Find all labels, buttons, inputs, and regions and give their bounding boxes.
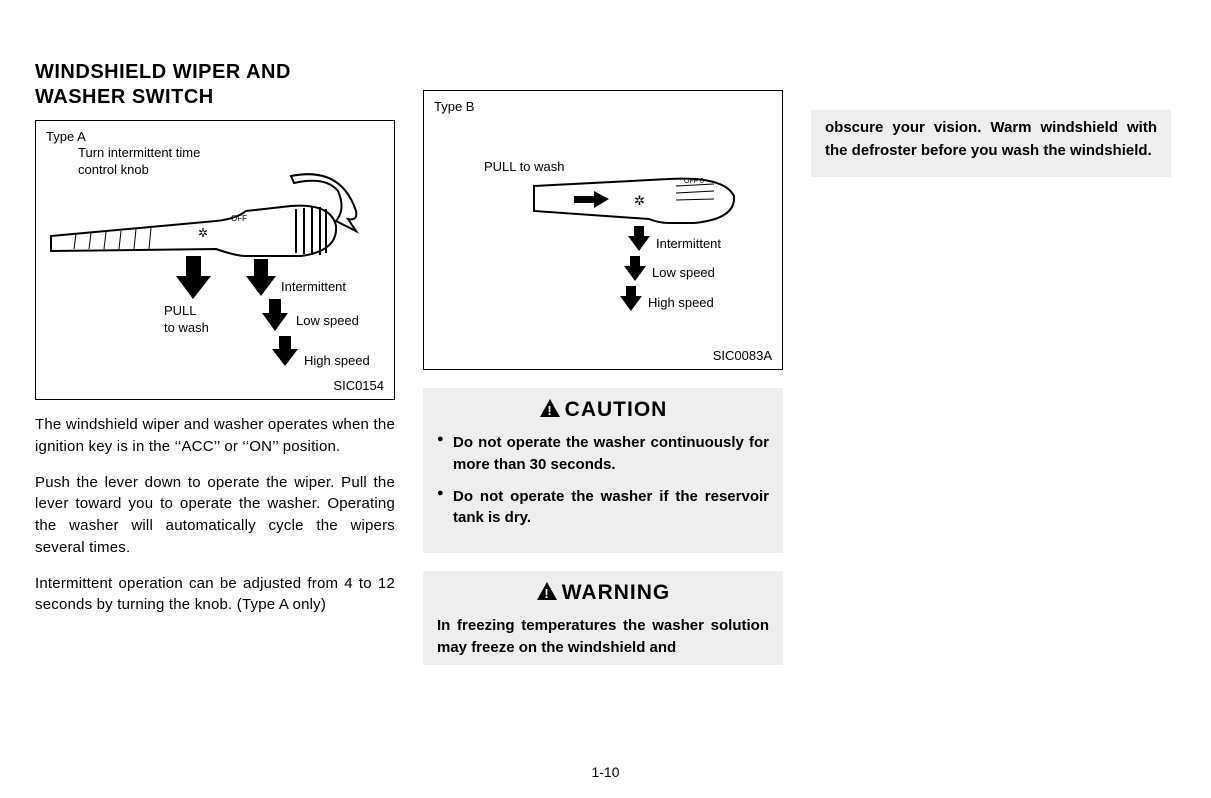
high-arrow-icon <box>272 336 298 366</box>
figure-b-low: Low speed <box>652 265 715 282</box>
figure-a-type-label: Type A <box>46 129 86 144</box>
warning-title-text: WARNING <box>562 581 671 604</box>
figure-b-pull: PULL to wash <box>484 159 564 176</box>
spray-icon-b: ✲ <box>634 193 645 208</box>
warning-continuation: obscure your vision. Warm windshield wit… <box>811 110 1171 177</box>
high-arrow-b-icon <box>620 286 642 311</box>
svg-text:!: ! <box>544 586 549 601</box>
pull-arrow-icon <box>176 256 211 299</box>
warning-box: ! WARNING In freezing temperatures the w… <box>423 571 783 665</box>
svg-text:!: ! <box>547 403 552 418</box>
low-arrow-icon <box>262 299 288 331</box>
figure-b-diagram: OFF 0 ✲ <box>424 91 782 369</box>
caution-box: ! CAUTION Do not operate the washer cont… <box>423 388 783 553</box>
figure-a-high: High speed <box>304 353 370 370</box>
caution-title-text: CAUTION <box>565 398 668 421</box>
heading-line2: WASHER SWITCH <box>35 86 214 108</box>
int-arrow-b-icon <box>628 226 650 251</box>
figure-a-pull: PULL to wash <box>164 303 209 337</box>
figure-a-knob-label: Turn intermittent time control knob <box>78 145 200 179</box>
figure-b-high: High speed <box>648 295 714 312</box>
body-text-left: The windshield wiper and washer operates… <box>35 400 395 616</box>
page-number: 1-10 <box>591 764 619 780</box>
caution-item-1: Do not operate the washer continuously f… <box>437 432 769 476</box>
warning-triangle-icon: ! <box>536 581 558 601</box>
warning-text-start: In freezing temperatures the washer solu… <box>437 615 769 659</box>
paragraph-2: Push the lever down to operate the wiper… <box>35 472 395 559</box>
low-arrow-b-icon <box>624 256 646 281</box>
warning-title: ! WARNING <box>437 581 769 605</box>
off-marking-b: OFF 0 <box>684 178 704 185</box>
heading-line1: WINDSHIELD WIPER AND <box>35 61 291 83</box>
paragraph-3: Intermittent operation can be adjusted f… <box>35 573 395 617</box>
column-left: WINDSHIELD WIPER AND WASHER SWITCH Type … <box>35 60 395 665</box>
caution-triangle-icon: ! <box>539 398 561 418</box>
figure-a-low: Low speed <box>296 313 359 330</box>
caution-item-2: Do not operate the washer if the reservo… <box>437 486 769 530</box>
figure-b-id: SIC0083A <box>713 348 772 363</box>
figure-b-type-label: Type B <box>434 99 474 114</box>
off-marking: OFF <box>231 214 247 223</box>
paragraph-1: The windshield wiper and washer operates… <box>35 414 395 458</box>
figure-a-id: SIC0154 <box>333 378 384 393</box>
section-heading: WINDSHIELD WIPER AND WASHER SWITCH <box>35 60 395 110</box>
caution-title: ! CAUTION <box>437 398 769 422</box>
spray-icon: ✲ <box>198 226 208 240</box>
intermittent-arrow-icon <box>246 259 276 296</box>
column-right: obscure your vision. Warm windshield wit… <box>811 60 1171 665</box>
figure-type-b: Type B OFF 0 ✲ PULL to was <box>423 90 783 370</box>
figure-type-a: Type A <box>35 120 395 400</box>
column-middle: Type B OFF 0 ✲ PULL to was <box>423 60 783 665</box>
figure-a-intermittent: Intermittent <box>281 279 346 296</box>
figure-b-intermittent: Intermittent <box>656 236 721 253</box>
